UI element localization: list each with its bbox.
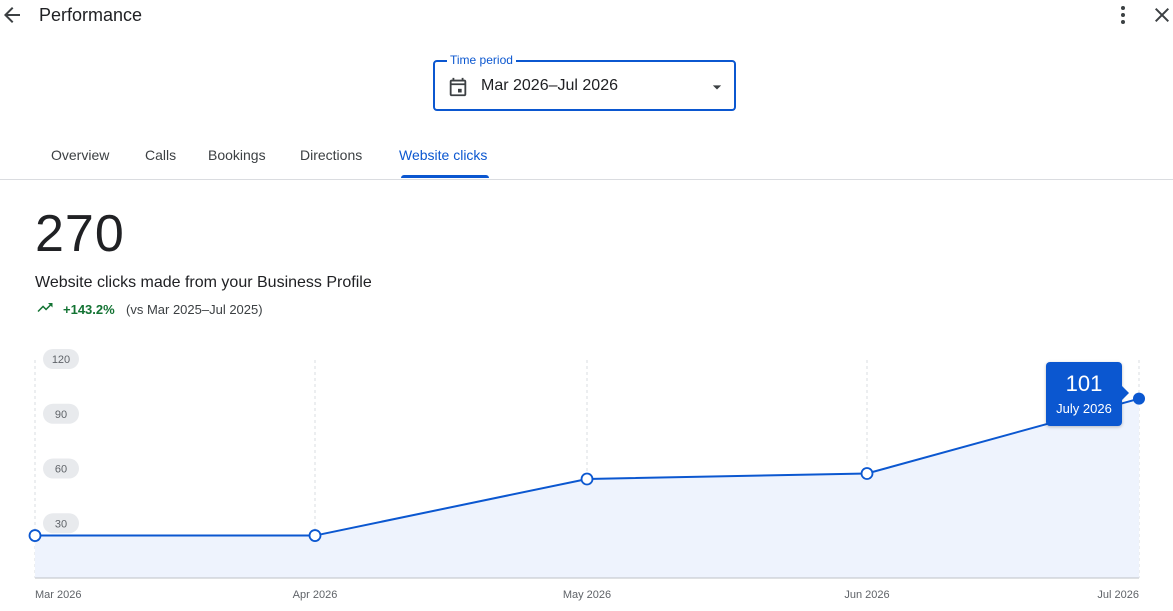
y-tick-pill: [43, 349, 79, 369]
time-period-label: Time period: [447, 53, 516, 67]
data-point: [860, 467, 874, 480]
dropdown-arrow-icon: [707, 77, 727, 97]
more-vert-icon[interactable]: [1111, 3, 1135, 27]
data-point: [308, 529, 322, 542]
y-tick-label: 120: [52, 354, 70, 366]
trending-up-icon: [36, 301, 54, 317]
y-tick-pill: [43, 403, 79, 424]
y-tick-label: 30: [55, 518, 67, 530]
x-tick-label: Jul 2026: [1097, 589, 1139, 601]
y-tick-label: 60: [55, 464, 67, 476]
y-tick-pill: [43, 458, 79, 479]
y-tick-label: 90: [55, 409, 67, 421]
trend-percent: +143.2%: [63, 302, 115, 317]
active-tab-indicator: [401, 175, 489, 178]
back-arrow-icon[interactable]: [0, 3, 24, 27]
data-point: [580, 472, 594, 486]
area-fill: [35, 398, 1139, 578]
tooltip-label: July 2026: [1056, 401, 1112, 416]
chart-tooltip: 101 July 2026: [1046, 362, 1129, 426]
time-period-select[interactable]: Time period Mar 2026–Jul 2026: [433, 53, 736, 111]
close-icon[interactable]: [1150, 3, 1173, 27]
y-tick-pill: [43, 513, 79, 534]
data-point: [28, 529, 42, 542]
calendar-icon: [447, 76, 469, 98]
x-tick-label: Apr 2026: [293, 589, 338, 601]
tab-bookings[interactable]: Bookings: [208, 147, 266, 163]
website-clicks-chart: 30 60 90 120 Mar 2026 Apr 2026 May 2026 Jun 202…: [28, 349, 1145, 601]
tab-overview[interactable]: Overview: [51, 147, 110, 163]
tooltip-value: 101: [1065, 371, 1103, 396]
x-tick-label: Mar 2026: [35, 589, 81, 601]
tab-website-clicks[interactable]: Website clicks: [399, 147, 488, 163]
metric-description: Website clicks made from your Business P…: [35, 274, 372, 291]
metric-total: 270: [35, 205, 125, 263]
data-point-highlighted: [1133, 392, 1145, 405]
x-tick-label: Jun 2026: [844, 589, 889, 601]
tab-calls[interactable]: Calls: [145, 147, 177, 163]
tab-directions[interactable]: Directions: [300, 147, 363, 163]
tab-bar: Overview Calls Bookings Directions Websi…: [0, 136, 1173, 180]
time-period-value: Mar 2026–Jul 2026: [481, 77, 618, 94]
page-title: Performance: [39, 5, 143, 25]
x-tick-label: May 2026: [563, 589, 611, 601]
trend-comparison: (vs Mar 2025–Jul 2025): [126, 302, 263, 317]
